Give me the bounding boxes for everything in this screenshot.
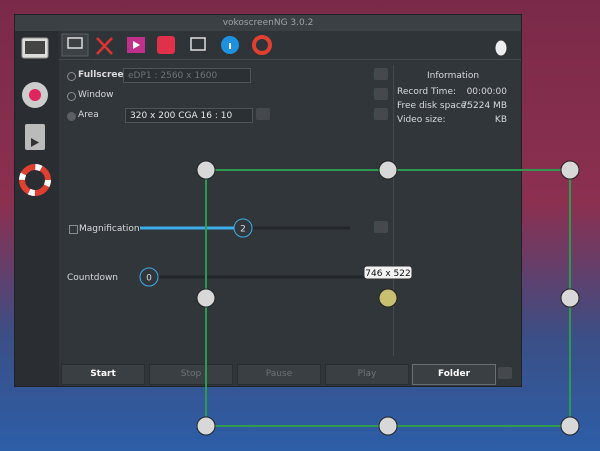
app-window: vokoscreenNG 3.0.2 Fullscreen eDP1 : 256… — [14, 14, 522, 387]
play-glyph — [31, 138, 39, 147]
player-icon[interactable] — [25, 124, 45, 150]
handle[interactable] — [560, 416, 580, 436]
pause-button[interactable]: Pause — [237, 364, 321, 385]
handle[interactable] — [560, 160, 580, 180]
handle[interactable] — [196, 288, 216, 308]
magnification-value: 2 — [240, 225, 246, 235]
folder-button[interactable]: Folder — [412, 364, 496, 385]
tab-player-glyph — [133, 41, 140, 49]
magnification-label[interactable]: Magnification — [79, 224, 140, 234]
info-button[interactable] — [374, 68, 388, 80]
area-label[interactable]: Area — [78, 110, 99, 120]
screen-icon-inner — [25, 41, 45, 54]
tab-help-icon[interactable] — [252, 35, 272, 55]
help-icon[interactable] — [19, 164, 51, 196]
radio-fullscreen[interactable] — [67, 72, 76, 81]
selection-handles — [196, 160, 580, 436]
size-label-box — [363, 265, 413, 280]
magnification-checkbox[interactable] — [69, 225, 78, 234]
start-button[interactable]: Start — [61, 364, 145, 385]
stop-button[interactable]: Stop — [149, 364, 233, 385]
area-combo[interactable]: 320 x 200 CGA 16 : 10 — [125, 108, 253, 123]
info-key: Free disk space: — [397, 101, 470, 111]
help-icon-stripes — [19, 164, 51, 196]
info-value: KB — [494, 115, 507, 125]
handle[interactable] — [196, 160, 216, 180]
handle[interactable] — [378, 160, 398, 180]
radio-area[interactable] — [67, 112, 76, 121]
info-key: Record Time: — [397, 87, 457, 97]
info-button[interactable] — [374, 88, 388, 100]
slider-handle[interactable] — [233, 218, 253, 238]
tab-screen-icon — [67, 37, 83, 49]
tab-webcam-icon[interactable] — [96, 37, 113, 55]
info-value: 75224 MB — [461, 101, 507, 111]
info-buttons — [256, 68, 512, 379]
info-button[interactable] — [374, 108, 388, 120]
countdown-value: 0 — [146, 274, 152, 284]
reset-button[interactable] — [256, 108, 270, 120]
info-value: 00:00:00 — [466, 87, 507, 97]
info-glyph — [229, 43, 231, 49]
countdown-label: Countdown — [67, 273, 119, 283]
radio-window[interactable] — [67, 92, 76, 101]
window-label[interactable]: Window — [78, 90, 114, 100]
slider-handle[interactable] — [139, 267, 159, 287]
handle[interactable] — [378, 416, 398, 436]
info-button[interactable] — [374, 221, 388, 233]
info-button[interactable] — [498, 367, 512, 379]
info-title: Information — [427, 71, 480, 81]
display-combo[interactable]: eDP1 : 2560 x 1600 — [123, 68, 251, 83]
selection-size: 746 x 522 — [365, 269, 410, 279]
fullscreen-label[interactable]: Fullscreen — [78, 70, 131, 80]
tab-dice-icon[interactable] — [157, 36, 175, 54]
tux-icon[interactable] — [494, 39, 508, 57]
info-panel — [393, 65, 508, 356]
record-dot — [29, 89, 41, 101]
info-key: Video size: — [397, 115, 446, 125]
handle[interactable] — [196, 416, 216, 436]
play-button[interactable]: Play — [325, 364, 409, 385]
window-title: vokoscreenNG 3.0.2 — [15, 15, 521, 31]
tab-snapshot-icon[interactable] — [190, 37, 206, 51]
move-handle[interactable] — [378, 288, 398, 308]
handle[interactable] — [560, 288, 580, 308]
